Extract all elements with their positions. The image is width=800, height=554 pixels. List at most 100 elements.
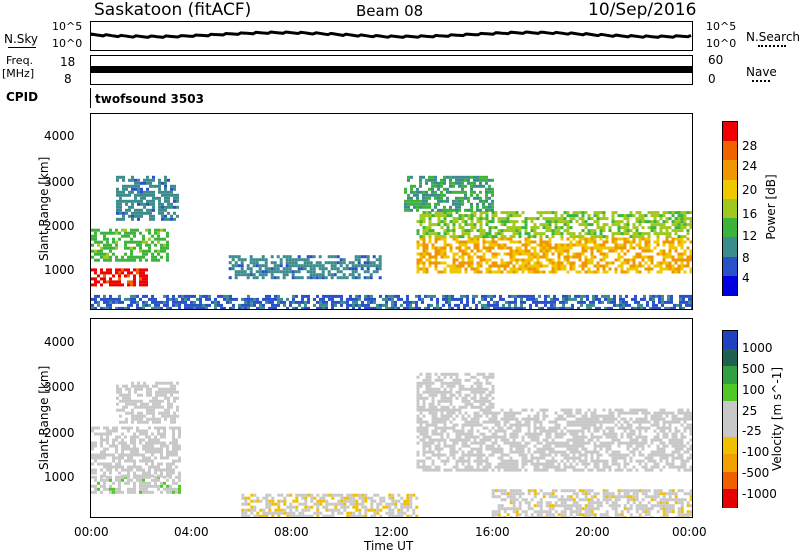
heatmap-cell <box>602 414 606 418</box>
heatmap-cell <box>512 214 516 218</box>
heatmap-cell <box>312 276 316 280</box>
heatmap-cell <box>244 300 247 304</box>
heatmap-cell <box>118 471 121 475</box>
heatmap-cell <box>599 211 603 215</box>
heatmap-cell <box>118 300 121 304</box>
heatmap-cell <box>536 267 540 271</box>
heatmap-cell <box>488 420 492 424</box>
heatmap-cell <box>149 193 152 197</box>
heatmap-cell <box>145 459 148 463</box>
heatmap-cell <box>515 447 519 451</box>
heatmap-cell <box>304 294 307 298</box>
heatmap-cell <box>109 303 112 307</box>
heatmap-cell <box>172 447 175 451</box>
heatmap-cell <box>163 228 166 232</box>
heatmap-cell <box>128 190 131 194</box>
heatmap-cell <box>103 271 106 275</box>
heatmap-cell <box>488 246 492 250</box>
heatmap-cell <box>452 202 455 206</box>
heatmap-cell <box>529 297 532 301</box>
heatmap-cell <box>178 435 181 439</box>
heatmap-cell <box>166 255 169 259</box>
heatmap-cell <box>599 243 603 247</box>
heatmap-cell <box>629 441 633 445</box>
heatmap-cell <box>256 306 259 309</box>
heatmap-cell <box>133 297 136 301</box>
heatmap-cell <box>154 303 157 307</box>
heatmap-cell <box>569 232 573 236</box>
heatmap-cell <box>131 217 134 221</box>
heatmap-cell <box>112 487 115 491</box>
heatmap-cell <box>578 438 582 442</box>
heatmap-cell <box>109 306 112 309</box>
heatmap-cell <box>688 300 691 304</box>
heatmap-cell <box>385 511 389 515</box>
heatmap-cell <box>665 462 669 466</box>
heatmap-cell <box>244 297 247 301</box>
heatmap-cell <box>662 453 666 457</box>
heatmap-cell <box>587 429 591 433</box>
heatmap-cell <box>446 468 450 472</box>
heatmap-cell <box>632 214 636 218</box>
heatmap-cell <box>145 432 148 436</box>
heatmap-cell <box>542 240 546 244</box>
heatmap-cell <box>647 237 651 241</box>
heatmap-cell <box>125 405 128 409</box>
heatmap-cell <box>136 306 139 309</box>
heatmap-cell <box>295 496 299 500</box>
heatmap-cell <box>246 276 250 280</box>
heatmap-cell <box>572 456 576 460</box>
heatmap-cell <box>121 438 124 442</box>
heatmap-cell <box>470 190 473 194</box>
heatmap-cell <box>187 306 190 309</box>
heatmap-cell <box>467 453 471 457</box>
heatmap-cell <box>487 294 490 298</box>
heatmap-cell <box>252 273 256 277</box>
heatmap-cell <box>124 306 127 309</box>
heatmap-cell <box>283 508 287 512</box>
heatmap-cell <box>653 223 657 227</box>
heatmap-cell <box>584 249 588 253</box>
heatmap-cell <box>617 237 621 241</box>
heatmap-cell <box>442 303 445 307</box>
heatmap-cell <box>355 493 359 497</box>
heatmap-cell <box>683 459 687 463</box>
heatmap-cell <box>509 468 513 472</box>
heatmap-cell <box>593 264 597 268</box>
heatmap-cell <box>626 420 630 424</box>
heatmap-cell <box>437 184 440 188</box>
heatmap-cell <box>112 444 115 448</box>
heatmap-cell <box>301 514 305 517</box>
heatmap-cell <box>173 217 176 221</box>
heatmap-cell <box>139 484 142 488</box>
heatmap-cell <box>584 270 588 274</box>
heatmap-cell <box>316 499 320 503</box>
heatmap-cell <box>307 508 311 512</box>
heatmap-cell <box>602 246 606 250</box>
heatmap-cell <box>677 264 681 268</box>
heatmap-cell <box>422 402 426 406</box>
heatmap-cell <box>340 297 343 301</box>
heatmap-cell <box>271 303 274 307</box>
heatmap-cell <box>142 280 145 284</box>
heatmap-cell <box>148 459 151 463</box>
heatmap-cell <box>536 441 540 445</box>
heatmap-cell <box>413 184 416 188</box>
heatmap-cell <box>656 462 660 466</box>
heatmap-cell <box>184 306 187 309</box>
heatmap-cell <box>578 211 582 215</box>
heatmap-cell <box>518 249 522 253</box>
heatmap-cell <box>548 432 552 436</box>
heatmap-cell <box>449 208 452 212</box>
heatmap-cell <box>419 381 423 385</box>
heatmap-cell <box>397 511 401 515</box>
heatmap-cell <box>509 435 513 439</box>
heatmap-cell <box>428 255 432 259</box>
heatmap-cell <box>331 508 335 512</box>
heatmap-cell <box>470 441 474 445</box>
heatmap-cell <box>584 240 588 244</box>
heatmap-cell <box>494 465 498 469</box>
heatmap-cell <box>569 438 573 442</box>
heatmap-cell <box>527 261 531 265</box>
heatmap-cell <box>303 264 307 268</box>
